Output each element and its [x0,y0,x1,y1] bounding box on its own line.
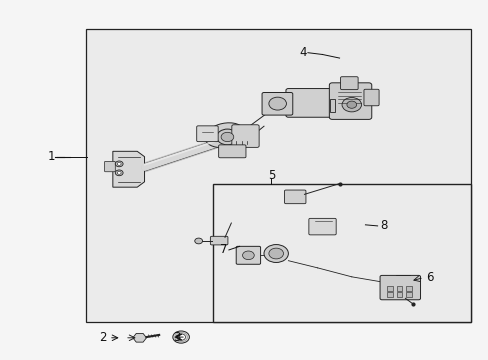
FancyBboxPatch shape [308,219,335,235]
Bar [406,292,411,297]
FancyBboxPatch shape [262,93,292,115]
Text: 6: 6 [425,271,432,284]
Polygon shape [133,333,146,342]
Text: 8: 8 [379,219,386,233]
Bar [396,292,402,297]
Circle shape [117,171,121,174]
Circle shape [242,251,254,260]
Circle shape [115,170,123,176]
FancyBboxPatch shape [329,83,371,120]
FancyBboxPatch shape [340,77,357,90]
Circle shape [268,97,286,110]
Polygon shape [329,99,334,112]
FancyBboxPatch shape [104,161,115,172]
Circle shape [172,331,189,343]
Circle shape [341,98,361,112]
Bar [396,286,402,291]
Bar [86,30,470,321]
FancyBboxPatch shape [196,126,218,141]
Circle shape [216,129,238,145]
Circle shape [264,244,288,262]
Circle shape [346,101,356,108]
FancyBboxPatch shape [210,236,227,245]
FancyBboxPatch shape [284,190,305,204]
FancyBboxPatch shape [379,275,420,300]
Text: 2: 2 [99,331,107,344]
Text: 1: 1 [48,150,55,163]
Bar [386,286,392,291]
FancyBboxPatch shape [285,89,334,117]
FancyBboxPatch shape [231,125,259,147]
Bar [212,184,470,321]
Bar [386,292,392,297]
Text: 7: 7 [220,243,227,256]
Circle shape [268,248,283,259]
Polygon shape [113,151,144,187]
Circle shape [176,334,185,340]
Circle shape [117,162,121,165]
Ellipse shape [204,123,244,148]
Bar [406,286,411,291]
FancyBboxPatch shape [218,145,245,158]
Circle shape [194,238,202,244]
FancyBboxPatch shape [236,246,260,264]
Text: 3: 3 [173,330,180,343]
FancyBboxPatch shape [363,89,378,106]
Circle shape [221,132,233,141]
Circle shape [115,161,123,167]
Text: 4: 4 [299,46,306,59]
Text: 5: 5 [267,169,275,182]
